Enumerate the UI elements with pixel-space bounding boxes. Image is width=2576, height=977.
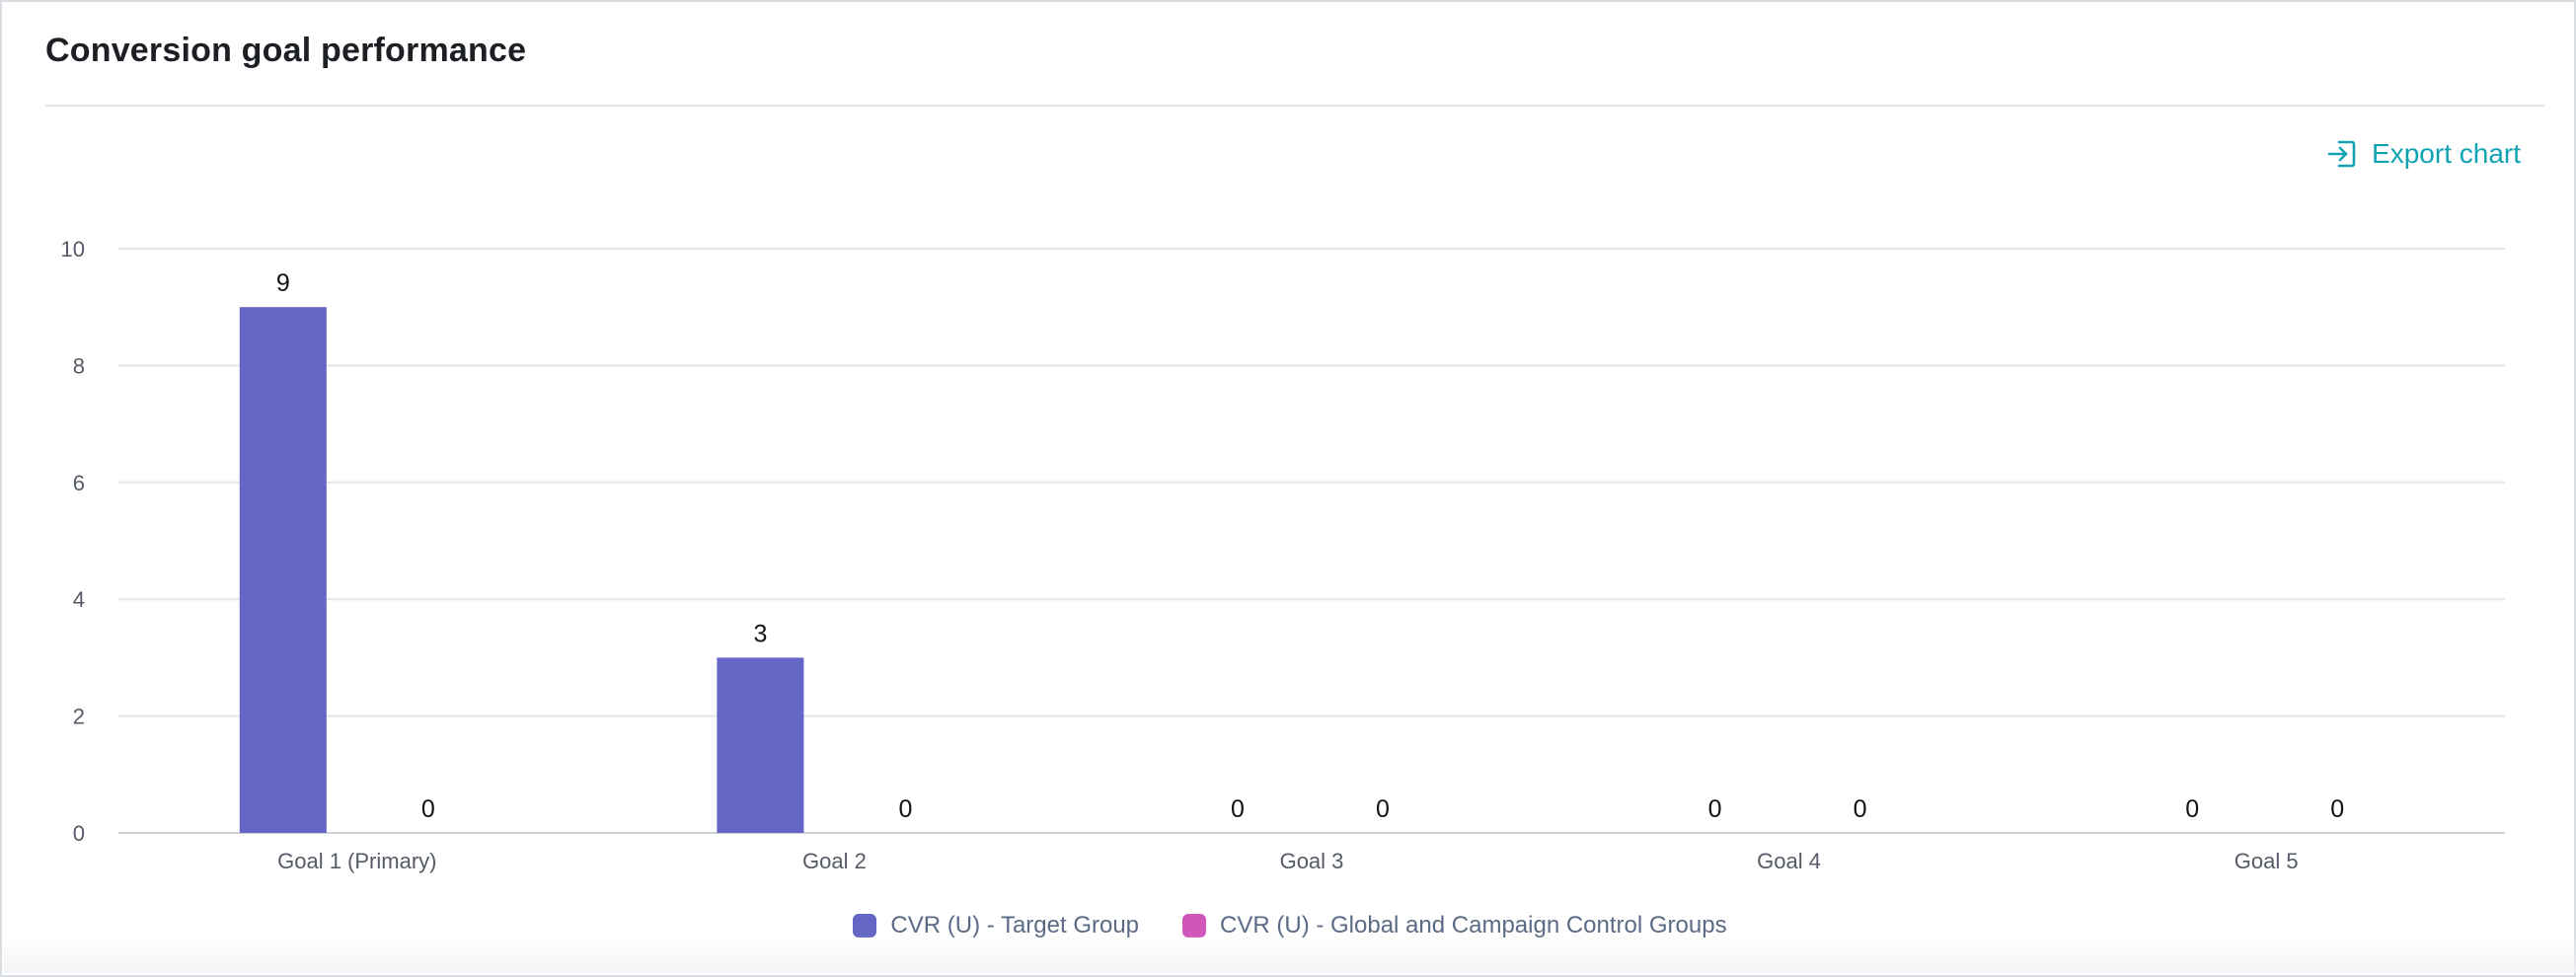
x-tick-label: Goal 3 — [1280, 849, 1344, 873]
export-chart-button[interactable]: Export chart — [2326, 138, 2521, 170]
bar — [239, 307, 327, 833]
data-label: 0 — [2185, 795, 2199, 823]
y-tick-label: 6 — [73, 471, 85, 495]
data-label: 0 — [1376, 795, 1390, 823]
y-tick-label: 0 — [73, 821, 85, 846]
data-label: 9 — [276, 269, 290, 297]
data-label: 0 — [1708, 795, 1722, 823]
x-tick-label: Goal 4 — [1757, 849, 1821, 873]
bottom-shade — [4, 934, 2576, 973]
y-tick-label: 4 — [73, 587, 85, 612]
data-label: 0 — [2330, 795, 2344, 823]
export-icon — [2326, 138, 2358, 170]
x-tick-label: Goal 1 (Primary) — [277, 849, 436, 873]
x-tick-label: Goal 2 — [802, 849, 867, 873]
title-divider — [45, 105, 2544, 107]
y-tick-label: 10 — [61, 237, 85, 262]
bar — [717, 657, 804, 833]
data-label: 0 — [421, 795, 435, 823]
data-label: 0 — [1854, 795, 1867, 823]
y-tick-label: 8 — [73, 353, 85, 378]
data-label: 3 — [753, 620, 767, 647]
y-tick-label: 2 — [73, 705, 85, 729]
x-tick-label: Goal 5 — [2235, 849, 2299, 873]
data-label: 0 — [898, 795, 912, 823]
data-label: 0 — [1231, 795, 1245, 823]
export-chart-label: Export chart — [2372, 138, 2521, 169]
page-title: Conversion goal performance — [45, 32, 527, 69]
